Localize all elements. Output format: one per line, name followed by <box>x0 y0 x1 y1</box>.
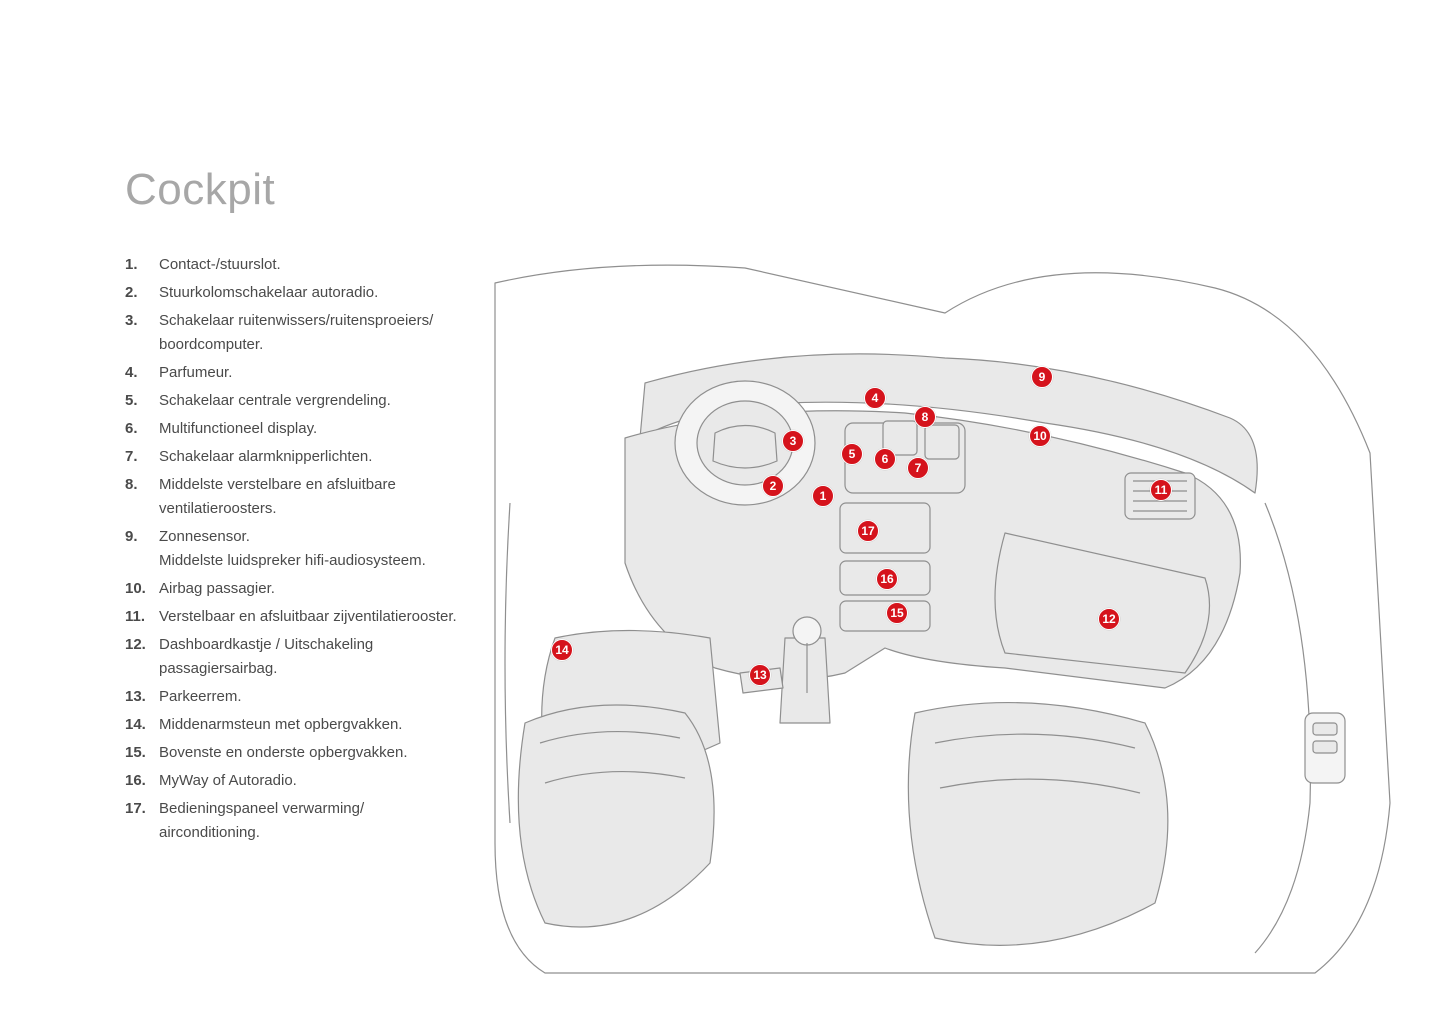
diagram-marker-10: 10 <box>1029 425 1051 447</box>
legend-item-number: 3. <box>125 309 159 357</box>
legend-item-number: 15. <box>125 741 159 765</box>
legend-item: 1.Contact-/stuurslot. <box>125 253 465 277</box>
legend-item-number: 12. <box>125 633 159 681</box>
legend-item-number: 1. <box>125 253 159 277</box>
content-row: 1.Contact-/stuurslot.2.Stuurkolomschakel… <box>125 253 1405 983</box>
legend-item: 15.Bovenste en onderste opbergvakken. <box>125 741 465 765</box>
diagram-column: 1234567891011121314151617 <box>485 243 1405 983</box>
legend-item-text: Parkeerrem. <box>159 685 465 709</box>
legend-item-number: 6. <box>125 417 159 441</box>
legend-item: 2.Stuurkolomschakelaar autoradio. <box>125 281 465 305</box>
legend-item-text: Middenarmsteun met opbergvakken. <box>159 713 465 737</box>
legend-item-text: Verstelbaar en afsluitbaar zijventilatie… <box>159 605 465 629</box>
legend-item: 16.MyWay of Autoradio. <box>125 769 465 793</box>
legend-item-number: 7. <box>125 445 159 469</box>
legend-list: 1.Contact-/stuurslot.2.Stuurkolomschakel… <box>125 253 465 845</box>
legend-item-text: Schakelaar alarmknipperlichten. <box>159 445 465 469</box>
legend-item-number: 14. <box>125 713 159 737</box>
legend-item-text: Bedieningspaneel verwarming/ airconditio… <box>159 797 465 845</box>
page-title: Cockpit <box>125 165 1405 215</box>
diagram-marker-1: 1 <box>812 485 834 507</box>
legend-item-number: 5. <box>125 389 159 413</box>
legend-item-text: Contact-/stuurslot. <box>159 253 465 277</box>
legend-item-text: Parfumeur. <box>159 361 465 385</box>
legend-item: 10.Airbag passagier. <box>125 577 465 601</box>
legend-item: 4.Parfumeur. <box>125 361 465 385</box>
legend-item: 5.Schakelaar centrale vergrendeling. <box>125 389 465 413</box>
diagram-marker-9: 9 <box>1031 366 1053 388</box>
diagram-marker-15: 15 <box>886 602 908 624</box>
diagram-marker-6: 6 <box>874 448 896 470</box>
legend-item-number: 11. <box>125 605 159 629</box>
diagram-marker-16: 16 <box>876 568 898 590</box>
legend-item-number: 17. <box>125 797 159 845</box>
diagram-marker-13: 13 <box>749 664 771 686</box>
diagram-marker-3: 3 <box>782 430 804 452</box>
legend-item-text: Airbag passagier. <box>159 577 465 601</box>
diagram-marker-5: 5 <box>841 443 863 465</box>
legend-column: 1.Contact-/stuurslot.2.Stuurkolomschakel… <box>125 253 465 983</box>
diagram-marker-14: 14 <box>551 639 573 661</box>
legend-item: 7.Schakelaar alarmknipperlichten. <box>125 445 465 469</box>
diagram-marker-12: 12 <box>1098 608 1120 630</box>
legend-item-text: Multifunctioneel display. <box>159 417 465 441</box>
legend-item-number: 16. <box>125 769 159 793</box>
legend-item-text: Schakelaar ruitenwissers/ruitensproeiers… <box>159 309 465 357</box>
legend-item-text: Middelste verstelbare en afsluitbare ven… <box>159 473 465 521</box>
diagram-marker-11: 11 <box>1150 479 1172 501</box>
diagram-marker-17: 17 <box>857 520 879 542</box>
legend-item-text: Dashboardkastje / Uitschakeling passagie… <box>159 633 465 681</box>
legend-item: 14.Middenarmsteun met opbergvakken. <box>125 713 465 737</box>
cockpit-diagram <box>485 243 1405 983</box>
diagram-marker-2: 2 <box>762 475 784 497</box>
legend-item-text: Schakelaar centrale vergrendeling. <box>159 389 465 413</box>
legend-item: 13.Parkeerrem. <box>125 685 465 709</box>
legend-item: 17.Bedieningspaneel verwarming/ aircondi… <box>125 797 465 845</box>
legend-item: 8.Middelste verstelbare en afsluitbare v… <box>125 473 465 521</box>
diagram-marker-4: 4 <box>864 387 886 409</box>
legend-item-number: 8. <box>125 473 159 521</box>
legend-item-number: 13. <box>125 685 159 709</box>
legend-item: 6.Multifunctioneel display. <box>125 417 465 441</box>
legend-item-number: 2. <box>125 281 159 305</box>
diagram-marker-8: 8 <box>914 406 936 428</box>
legend-item-number: 9. <box>125 525 159 573</box>
legend-item-number: 10. <box>125 577 159 601</box>
legend-item-text: Stuurkolomschakelaar autoradio. <box>159 281 465 305</box>
legend-item: 11.Verstelbaar en afsluitbaar zijventila… <box>125 605 465 629</box>
legend-item-text: Bovenste en onderste opbergvakken. <box>159 741 465 765</box>
legend-item: 3.Schakelaar ruitenwissers/ruitensproeie… <box>125 309 465 357</box>
legend-item-text: Zonnesensor. Middelste luidspreker hifi-… <box>159 525 465 573</box>
legend-item-number: 4. <box>125 361 159 385</box>
legend-item: 12.Dashboardkastje / Uitschakeling passa… <box>125 633 465 681</box>
legend-item-text: MyWay of Autoradio. <box>159 769 465 793</box>
diagram-marker-7: 7 <box>907 457 929 479</box>
legend-item: 9.Zonnesensor. Middelste luidspreker hif… <box>125 525 465 573</box>
